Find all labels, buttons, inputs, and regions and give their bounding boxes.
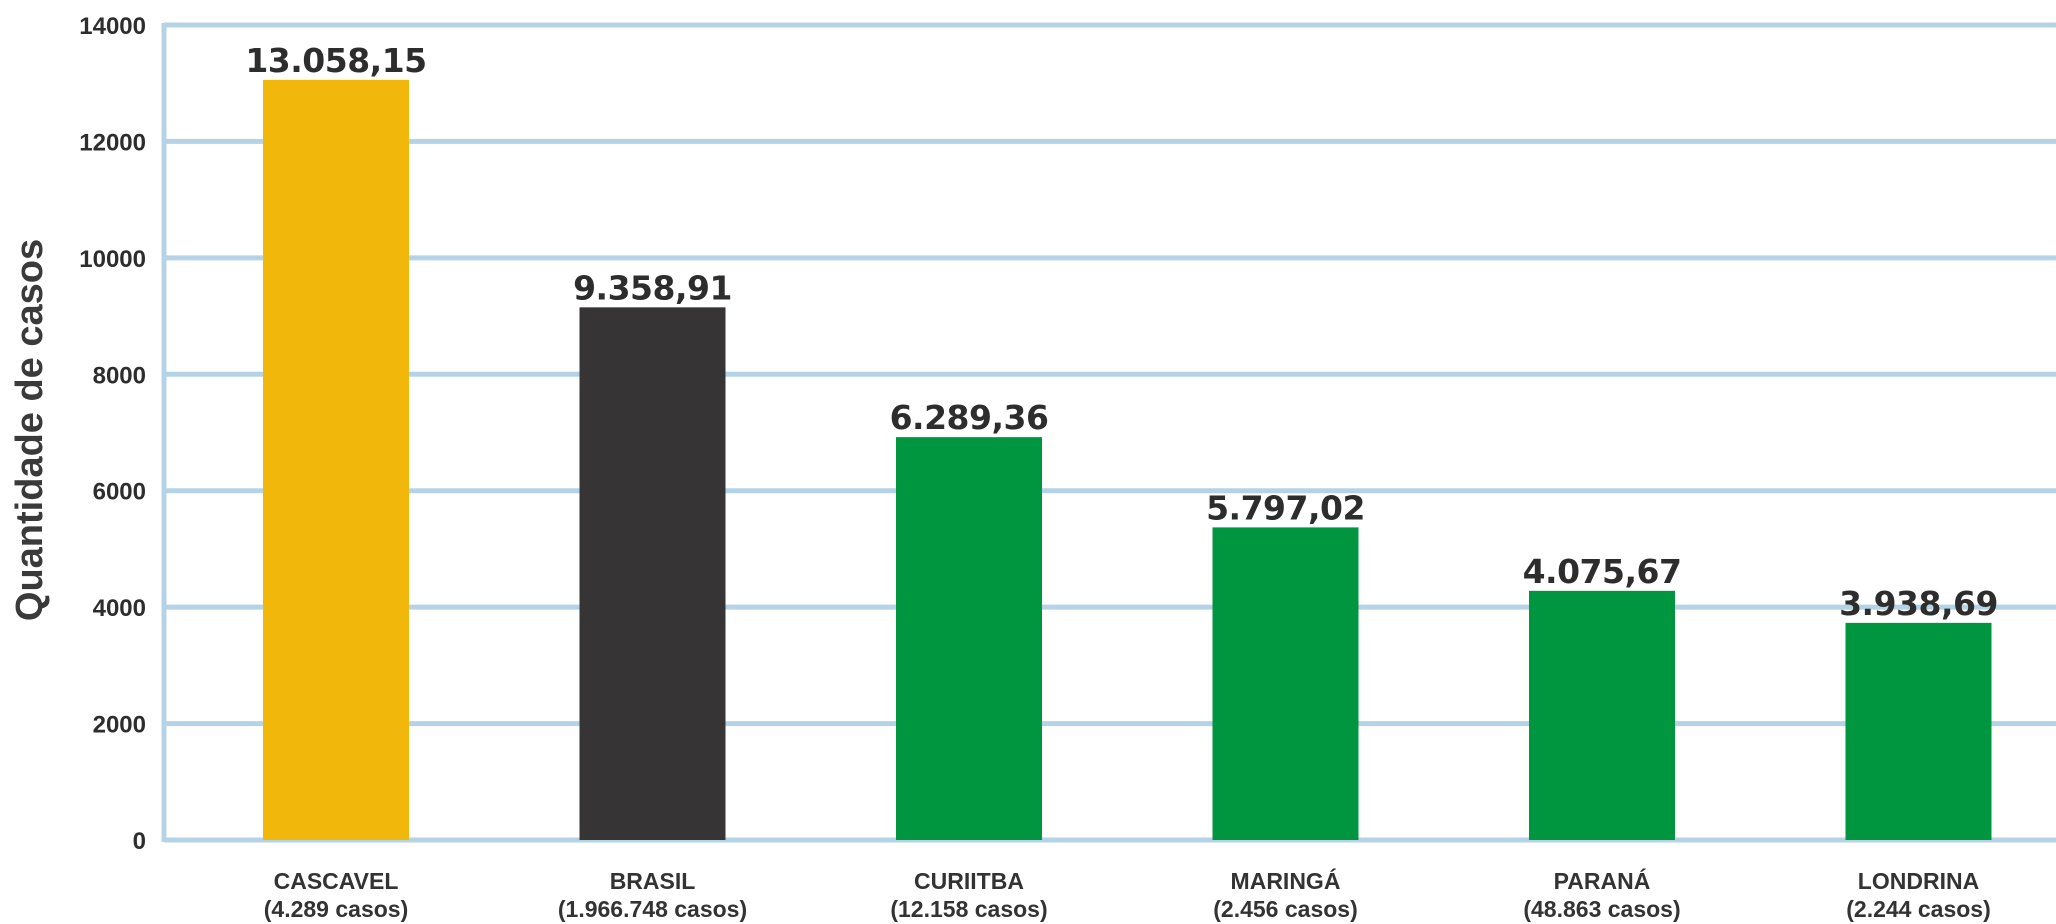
bar-value-label: 3.938,69	[1839, 584, 1998, 623]
bar-value-label: 9.358,91	[573, 268, 732, 307]
y-tick-label: 4000	[93, 595, 146, 622]
bar	[1845, 622, 1992, 840]
category-sublabel: (2.244 casos)	[1846, 896, 1990, 922]
bar-value-label: 5.797,02	[1206, 488, 1365, 527]
bar-value-label: 13.058,15	[245, 41, 426, 80]
y-tick-label: 8000	[93, 362, 146, 389]
y-tick-label: 2000	[93, 712, 146, 739]
y-tick-label: 6000	[93, 479, 146, 506]
bars	[263, 79, 1992, 841]
value-labels: 13.058,15 9.358,91 6.289,36 5.797,02 4.075,6…	[245, 41, 1998, 623]
y-tick-label: 10000	[79, 246, 146, 273]
bar-value-label: 4.075,67	[1523, 552, 1682, 591]
gridlines	[161, 22, 2056, 843]
category-label: CURIITBA	[914, 868, 1024, 894]
bar	[1212, 527, 1359, 840]
category-label: BRASIL	[610, 868, 696, 894]
category-sublabel: (48.863 casos)	[1523, 896, 1680, 922]
category-label: PARANÁ	[1554, 867, 1651, 894]
y-tick-label: 14000	[79, 13, 146, 40]
bar	[1529, 590, 1675, 840]
category-sublabel: (1.966.748 casos)	[558, 896, 747, 922]
bar	[263, 79, 409, 841]
category-label: CASCAVEL	[274, 868, 399, 894]
category-label: MARINGÁ	[1231, 867, 1341, 894]
category-sublabel: (12.158 casos)	[890, 896, 1047, 922]
y-axis-ticks: 0 2000 4000 6000 8000 10000 12000 14000	[79, 13, 146, 855]
y-axis-label: Quantidade de casos	[9, 239, 51, 621]
y-tick-label: 0	[133, 828, 146, 855]
bar	[896, 437, 1042, 840]
category-labels: CASCAVEL(4.289 casos) BRASIL(1.966.748 ca…	[264, 867, 1991, 922]
category-sublabel: (2.456 casos)	[1213, 896, 1357, 922]
category-label: LONDRINA	[1858, 868, 1979, 894]
bar-value-label: 6.289,36	[890, 398, 1049, 437]
y-tick-label: 12000	[79, 129, 146, 156]
bar	[579, 307, 726, 840]
category-sublabel: (4.289 casos)	[264, 896, 408, 922]
